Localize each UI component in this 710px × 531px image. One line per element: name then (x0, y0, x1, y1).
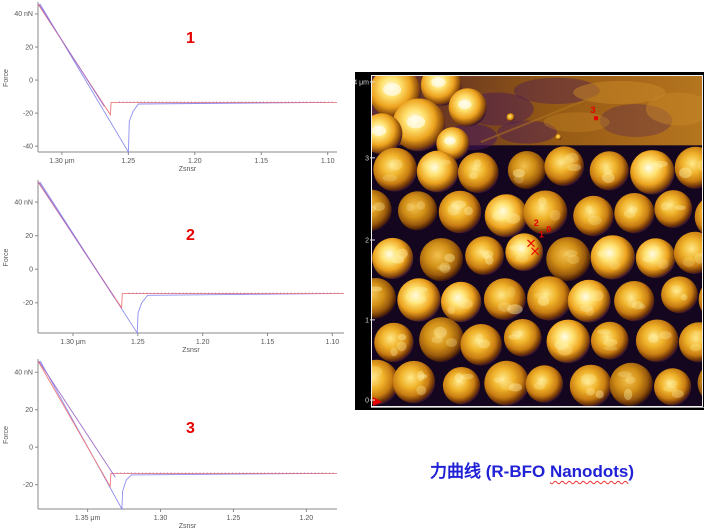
svg-text:40 nN: 40 nN (14, 370, 33, 377)
svg-text:40 nN: 40 nN (14, 11, 33, 18)
svg-text:1.10: 1.10 (326, 339, 340, 346)
force-plot-2: 40 nN 20 0 -20 1.30 μm 1.25 1.20 1.15 1.10 Zsnsr F… (3, 180, 344, 353)
svg-text:-20: -20 (23, 300, 33, 307)
svg-text:-20: -20 (23, 482, 33, 489)
force-plot-1-number: 1 (186, 30, 195, 47)
svg-text:1.25: 1.25 (122, 158, 136, 165)
caption-paren: ) (628, 462, 634, 481)
svg-text:20: 20 (25, 407, 33, 414)
svg-text:Zsnsr: Zsnsr (182, 347, 200, 353)
svg-text:1.20: 1.20 (196, 339, 210, 346)
force-plot-3: 40 nN 20 0 -20 1.35 μm 1.30 1.25 1.20 Zsnsr Force (3, 359, 337, 529)
svg-text:1.20: 1.20 (300, 515, 314, 522)
caption: 力曲线 (R-BFO Nanodots) (382, 457, 682, 482)
svg-text:Force: Force (3, 69, 10, 87)
svg-text:2: 2 (534, 218, 539, 228)
svg-text:0: 0 (365, 398, 369, 405)
svg-text:1.25: 1.25 (227, 515, 241, 522)
svg-text:Force: Force (3, 248, 10, 266)
svg-text:1.30 μm: 1.30 μm (49, 158, 75, 165)
svg-text:-20: -20 (23, 110, 33, 117)
svg-text:1.35 μm: 1.35 μm (75, 515, 101, 522)
svg-text:0: 0 (546, 224, 551, 234)
svg-text:0: 0 (29, 444, 33, 451)
force-plot-1: 40 nN 20 0 -20 -40 1.30 μm 1.25 1.20 1.15 1.10 Zsn… (3, 2, 337, 172)
svg-text:0: 0 (29, 267, 33, 274)
svg-text:1.15: 1.15 (261, 339, 275, 346)
svg-text:20: 20 (25, 233, 33, 240)
svg-text:Zsnsr: Zsnsr (179, 523, 197, 529)
svg-text:1.30: 1.30 (154, 515, 168, 522)
svg-text:3: 3 (590, 105, 595, 115)
svg-text:1.25: 1.25 (131, 339, 145, 346)
svg-text:1: 1 (365, 317, 369, 324)
svg-text:1.15: 1.15 (254, 158, 268, 165)
svg-text:1.20: 1.20 (188, 158, 202, 165)
svg-text:1.10: 1.10 (321, 158, 335, 165)
svg-text:20: 20 (25, 44, 33, 51)
svg-text:3: 3 (365, 155, 369, 162)
svg-text:0: 0 (29, 77, 33, 84)
caption-text: 力曲线 (R-BFO (430, 462, 550, 481)
svg-text:-40: -40 (23, 144, 33, 151)
svg-text:40 nN: 40 nN (14, 199, 33, 206)
svg-text:1.30 μm: 1.30 μm (60, 339, 86, 346)
svg-text:2: 2 (365, 238, 369, 245)
force-plot-3-number: 3 (186, 420, 195, 437)
svg-text:1: 1 (539, 230, 544, 240)
svg-text:Force: Force (3, 426, 10, 444)
svg-text:4 μm: 4 μm (355, 79, 369, 86)
svg-text:Zsnsr: Zsnsr (179, 166, 197, 172)
force-plot-2-number: 2 (186, 227, 195, 244)
caption-nanodots: Nanodots (549, 462, 629, 481)
